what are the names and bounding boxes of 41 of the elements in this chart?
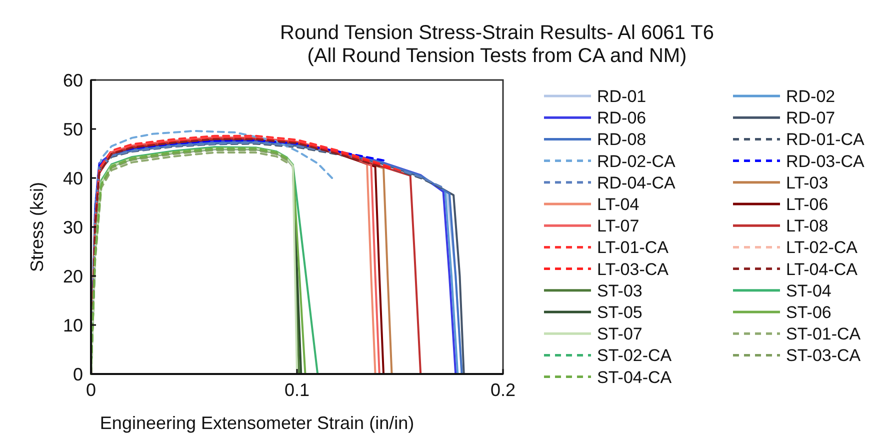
legend-label: LT-02-CA	[786, 238, 858, 258]
chart-subtitle: (All Round Tension Tests from CA and NM)	[307, 45, 687, 67]
y-tick-label: 40	[62, 168, 83, 188]
legend-label: ST-07	[597, 324, 642, 344]
legend-label: RD-01	[597, 86, 646, 106]
legend-label: RD-08	[597, 130, 646, 150]
legend-label: ST-01-CA	[786, 324, 862, 344]
y-tick-label: 20	[62, 266, 83, 286]
legend-label: LT-03-CA	[597, 260, 670, 279]
legend-label: ST-03-CA	[786, 346, 862, 366]
y-tick-label: 30	[62, 217, 83, 238]
x-tick-label: 0.2	[490, 380, 516, 400]
legend-label: LT-04-CA	[786, 260, 858, 279]
legend-label: LT-04	[597, 194, 640, 214]
legend-label: RD-01-CA	[786, 130, 866, 150]
legend-label: RD-02-CA	[597, 152, 676, 171]
legend-label: LT-01-CA	[597, 238, 670, 258]
x-tick-label: 0	[86, 380, 96, 400]
x-axis-title: Engineering Extensometer Strain (in/in)	[100, 413, 414, 433]
legend-label: RD-04-CA	[597, 173, 676, 192]
y-axis-title: Stress (ksi)	[27, 182, 47, 272]
legend-label: ST-04-CA	[597, 368, 672, 387]
legend-label: RD-07	[786, 108, 836, 128]
y-tick-label: 60	[62, 70, 83, 90]
y-tick-label: 50	[62, 119, 83, 140]
y-tick-label: 10	[62, 315, 83, 336]
legend-label: ST-05	[597, 302, 642, 322]
legend-label: ST-06	[786, 302, 832, 322]
legend-label: LT-08	[786, 216, 828, 236]
x-tick-label: 0.1	[284, 380, 310, 400]
legend-label: LT-03	[786, 173, 828, 192]
legend-label: LT-06	[786, 194, 828, 214]
legend-label: LT-07	[597, 216, 640, 236]
legend-label: ST-04	[786, 281, 832, 300]
legend-label: ST-02-CA	[597, 346, 672, 366]
legend-label: RD-02	[786, 86, 836, 106]
chart-title: Round Tension Stress-Strain Results- Al 6061 T6	[280, 22, 714, 44]
y-tick-label: 0	[72, 364, 83, 384]
legend-label: RD-06	[597, 108, 646, 128]
legend-label: RD-03-CA	[786, 152, 866, 171]
legend-label: ST-03	[597, 281, 642, 300]
